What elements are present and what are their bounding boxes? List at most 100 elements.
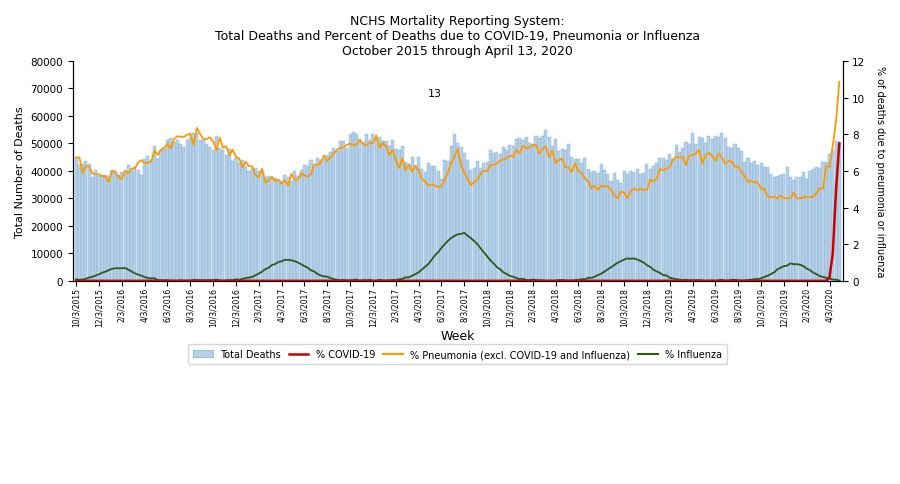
Bar [485, 163, 489, 281]
Bar [792, 181, 796, 281]
Bar [254, 168, 257, 281]
Bar [671, 159, 674, 281]
Bar [322, 160, 326, 281]
Bar [737, 149, 740, 281]
Bar [320, 161, 322, 281]
Bar [173, 143, 176, 281]
Bar [137, 170, 139, 281]
Bar [153, 146, 156, 281]
Bar [306, 166, 310, 281]
Bar [163, 150, 166, 281]
Bar [681, 149, 684, 281]
Bar [760, 164, 762, 281]
Bar [720, 134, 724, 281]
Bar [763, 168, 766, 281]
Bar [140, 175, 143, 281]
Bar [505, 151, 508, 281]
Bar [356, 135, 358, 281]
Bar [293, 172, 296, 281]
Bar [659, 159, 662, 281]
Bar [277, 181, 280, 281]
Bar [469, 170, 473, 281]
Bar [714, 137, 717, 281]
Bar [218, 149, 221, 281]
Bar [629, 172, 632, 281]
Bar [113, 173, 117, 281]
Bar [743, 163, 746, 281]
Bar [479, 168, 482, 281]
Bar [231, 162, 234, 281]
Bar [786, 167, 788, 281]
Bar [593, 171, 597, 281]
Bar [824, 163, 828, 281]
Bar [472, 168, 475, 281]
Bar [166, 141, 169, 281]
Bar [535, 137, 537, 281]
Bar [772, 178, 776, 281]
Bar [382, 141, 384, 281]
Bar [286, 178, 290, 281]
Y-axis label: % of deaths due to pneumonia or influenza: % of deaths due to pneumonia or influenz… [875, 66, 885, 277]
Bar [495, 152, 499, 281]
Bar [453, 135, 456, 281]
Bar [626, 175, 629, 281]
Bar [362, 143, 364, 281]
Bar [746, 159, 750, 281]
Bar [87, 165, 91, 281]
Bar [707, 136, 710, 281]
Bar [312, 168, 316, 281]
Bar [642, 174, 645, 281]
Bar [300, 171, 302, 281]
Bar [563, 150, 567, 281]
Bar [698, 138, 700, 281]
Bar [156, 159, 159, 281]
Bar [127, 166, 130, 281]
Bar [730, 149, 734, 281]
Bar [571, 157, 573, 281]
Bar [460, 148, 463, 281]
Bar [348, 135, 352, 281]
Bar [652, 166, 655, 281]
Bar [583, 159, 587, 281]
Bar [270, 179, 274, 281]
Bar [609, 181, 613, 281]
Bar [812, 169, 815, 281]
Bar [808, 171, 812, 281]
Bar [332, 149, 336, 281]
Bar [147, 157, 149, 281]
Bar [688, 145, 691, 281]
Bar [665, 160, 668, 281]
Bar [149, 161, 153, 281]
Bar [649, 169, 652, 281]
Bar [587, 170, 590, 281]
Bar [577, 159, 580, 281]
Bar [326, 156, 328, 281]
Bar [822, 163, 824, 281]
Bar [463, 154, 466, 281]
Bar [616, 181, 619, 281]
Bar [662, 158, 665, 281]
Bar [251, 168, 254, 281]
Bar [724, 138, 726, 281]
Bar [619, 183, 623, 281]
Bar [182, 148, 185, 281]
Bar [260, 172, 264, 281]
Bar [133, 167, 137, 281]
Bar [199, 141, 202, 281]
Bar [613, 173, 616, 281]
Bar [668, 155, 671, 281]
Bar [645, 165, 649, 281]
Bar [241, 161, 244, 281]
Bar [121, 173, 123, 281]
Bar [489, 151, 492, 281]
Bar [274, 178, 276, 281]
Bar [436, 172, 440, 281]
Bar [711, 140, 714, 281]
Bar [221, 151, 224, 281]
Bar [492, 154, 495, 281]
Bar [234, 158, 238, 281]
Bar [717, 138, 720, 281]
Title: NCHS Mortality Reporting System:
Total Deaths and Percent of Deaths due to COVID: NCHS Mortality Reporting System: Total D… [215, 15, 700, 58]
Bar [280, 184, 284, 281]
Bar [597, 173, 599, 281]
